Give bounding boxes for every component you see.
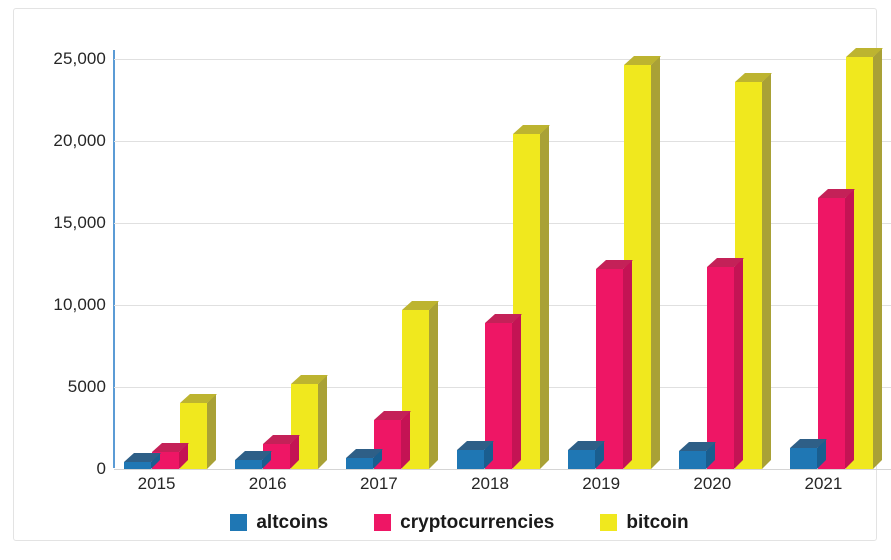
bar-side-face <box>428 300 438 469</box>
x-tick-label-2016: 2016 <box>248 474 287 493</box>
bar-group <box>225 49 336 469</box>
legend-swatch-icon <box>230 514 248 531</box>
bar-side-face <box>539 125 549 469</box>
legend-swatch-icon <box>374 514 392 531</box>
legend-item-bitcoin[interactable]: bitcoin <box>600 512 689 533</box>
bar-front-face <box>707 267 735 469</box>
bar-side-face <box>400 410 410 469</box>
bar-front-face <box>596 268 624 469</box>
y-tick-label: 5000 <box>67 376 106 396</box>
bar-altcoins-2016[interactable] <box>234 450 272 469</box>
bar-cryptocurrencies-2020[interactable] <box>707 258 745 469</box>
x-tick-label-2015: 2015 <box>137 474 176 493</box>
legend-swatch-icon <box>600 514 618 531</box>
bar-group <box>559 49 670 469</box>
bar-side-face <box>734 258 744 469</box>
bar-group <box>336 49 447 469</box>
plot-area <box>114 48 891 470</box>
x-tick-label-2021: 2021 <box>804 474 843 493</box>
bar-front-face <box>123 461 151 469</box>
y-tick-label: 25,000 <box>53 48 106 68</box>
bar-side-face <box>873 48 883 469</box>
bar-altcoins-2015[interactable] <box>123 452 161 469</box>
bar-cryptocurrencies-2021[interactable] <box>818 189 856 469</box>
chart-frame: 25,000 20,000 15,000 10,000 5000 0 2015 2016 20… <box>13 8 891 541</box>
bar-altcoins-2017[interactable] <box>345 448 383 469</box>
bar-group <box>670 49 781 469</box>
y-tick-label: 20,000 <box>53 130 106 150</box>
y-tick-label: 10,000 <box>53 294 106 314</box>
bar-side-face <box>511 313 521 469</box>
y-axis-line <box>113 50 115 468</box>
y-axis-tick-labels: 25,000 20,000 15,000 10,000 5000 0 <box>14 9 106 560</box>
bar-group <box>114 49 225 469</box>
bar-front-face <box>234 459 262 469</box>
bar-side-face <box>651 56 661 469</box>
x-tick-label-2020: 2020 <box>693 474 732 493</box>
bar-side-face <box>206 394 216 469</box>
gridline-10000 <box>114 304 891 306</box>
x-tick-label-2019: 2019 <box>582 474 621 493</box>
x-tick-label-2017: 2017 <box>359 474 398 493</box>
bar-altcoins-2019[interactable] <box>568 440 606 469</box>
bar-side-face <box>845 189 855 469</box>
y-tick-label: 15,000 <box>53 212 106 232</box>
bar-front-face <box>345 457 373 469</box>
bar-cryptocurrencies-2019[interactable] <box>596 259 634 469</box>
bar-front-face <box>818 198 846 469</box>
gridline-20000 <box>114 140 891 142</box>
bar-altcoins-2021[interactable] <box>790 438 828 469</box>
bar-front-face <box>679 450 707 469</box>
y-tick-label: 0 <box>96 459 106 478</box>
gridline-25000 <box>114 58 891 60</box>
chart-legend: altcoins cryptocurrencies bitcoin <box>14 513 891 532</box>
x-tick-label-2018: 2018 <box>471 474 509 493</box>
legend-item-altcoins[interactable]: altcoins <box>230 513 328 532</box>
bar-group <box>447 49 558 469</box>
bar-altcoins-2018[interactable] <box>456 441 494 469</box>
bar-front-face <box>568 449 596 469</box>
bar-front-face <box>456 450 484 469</box>
legend-item-cryptocurrencies[interactable]: cryptocurrencies <box>374 513 554 532</box>
gridline-0 <box>114 469 891 470</box>
bar-front-face <box>790 447 818 469</box>
bar-side-face <box>762 72 772 469</box>
bar-side-face <box>317 374 327 469</box>
bar-side-face <box>623 259 633 469</box>
bar-altcoins-2020[interactable] <box>679 441 717 469</box>
legend-label: bitcoin <box>626 512 689 533</box>
legend-label: cryptocurrencies <box>400 512 555 533</box>
legend-label: altcoins <box>256 512 329 533</box>
gridline-15000 <box>114 222 891 224</box>
bar-group <box>781 48 891 469</box>
